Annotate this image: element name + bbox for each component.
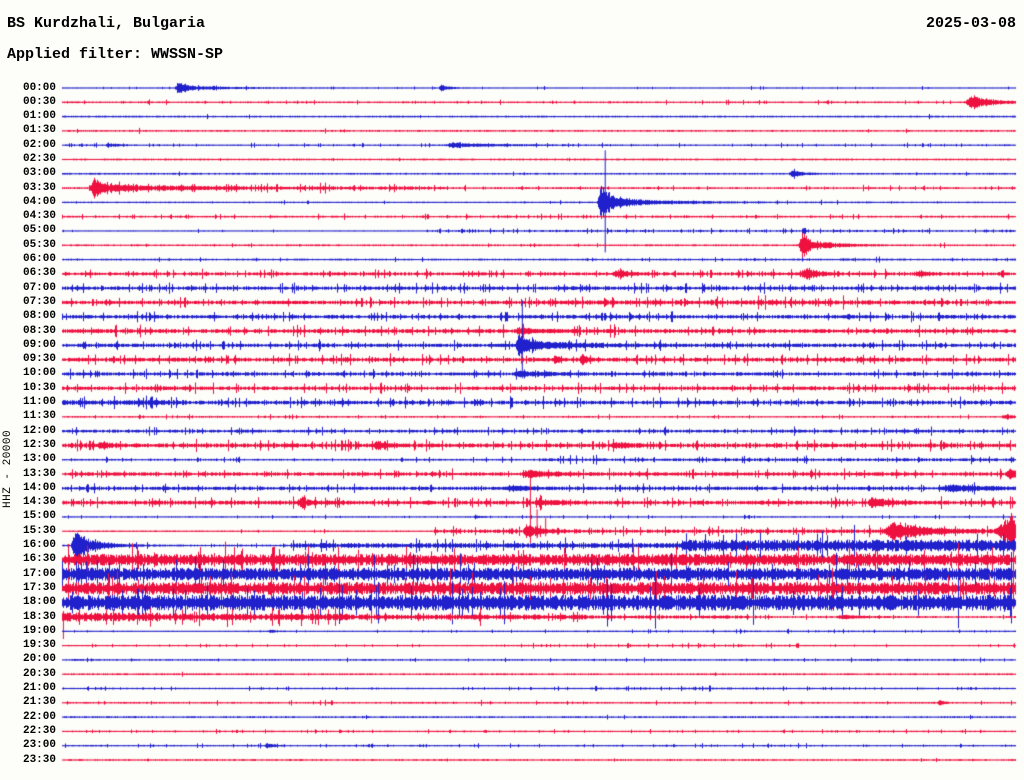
trace-time-label: 01:30: [22, 124, 56, 137]
trace-time-label: 20:00: [22, 653, 56, 666]
trace-time-label: 17:00: [22, 567, 56, 580]
trace-time-label: 08:30: [22, 324, 56, 337]
trace-time-label: 14:00: [22, 481, 56, 494]
trace-time-label: 19:30: [22, 639, 56, 652]
trace-time-label: 21:00: [22, 682, 56, 695]
trace-time-label: 10:00: [22, 367, 56, 380]
applied-filter-label: Applied filter: WWSSN-SP: [7, 46, 224, 63]
trace-time-label: 12:00: [22, 424, 56, 437]
trace-time-label: 03:00: [22, 167, 56, 180]
trace-time-label: 22:30: [22, 724, 56, 737]
trace-time-label: 11:30: [22, 410, 56, 423]
trace-time-label: 13:30: [22, 467, 56, 480]
station-title: BS Kurdzhali, Bulgaria: [7, 15, 206, 32]
trace-time-label: 04:00: [22, 195, 56, 208]
trace-time-label: 10:30: [22, 381, 56, 394]
trace-time-label: 19:00: [22, 624, 56, 637]
trace-time-label: 23:00: [22, 739, 56, 752]
trace-time-label: 08:00: [22, 310, 56, 323]
trace-time-label: 02:30: [22, 152, 56, 165]
trace-time-label: 12:30: [22, 438, 56, 451]
channel-scale-label: HHZ - 20000: [2, 429, 14, 508]
trace-time-label: 22:00: [22, 710, 56, 723]
trace-time-label: 18:00: [22, 596, 56, 609]
trace-time-label: 23:30: [22, 753, 56, 766]
trace-time-label: 21:30: [22, 696, 56, 709]
trace-time-label: 07:00: [22, 281, 56, 294]
trace-time-label: 05:00: [22, 224, 56, 237]
trace-time-label: 06:30: [22, 267, 56, 280]
trace-time-label: 01:00: [22, 110, 56, 123]
trace-time-label: 06:00: [22, 253, 56, 266]
trace-time-label: 04:30: [22, 210, 56, 223]
trace-time-label: 15:00: [22, 510, 56, 523]
trace-time-label: 09:30: [22, 353, 56, 366]
trace-time-label: 16:30: [22, 553, 56, 566]
trace-time-label: 14:30: [22, 496, 56, 509]
trace-time-label: 00:30: [22, 95, 56, 108]
trace-time-label: 13:00: [22, 453, 56, 466]
trace-time-label: 00:00: [22, 81, 56, 94]
trace-time-label: 09:00: [22, 338, 56, 351]
trace-time-label: 15:30: [22, 524, 56, 537]
trace-time-label: 05:30: [22, 238, 56, 251]
trace-time-label: 17:30: [22, 581, 56, 594]
trace-time-label: 16:00: [22, 539, 56, 552]
trace-time-label: 07:30: [22, 295, 56, 308]
trace-time-label: 18:30: [22, 610, 56, 623]
trace-time-label: 11:00: [22, 396, 56, 409]
date-label: 2025-03-08: [925, 15, 1016, 32]
trace-time-label: 20:30: [22, 667, 56, 680]
trace-time-label: 03:30: [22, 181, 56, 194]
trace-time-label: 02:00: [22, 138, 56, 151]
